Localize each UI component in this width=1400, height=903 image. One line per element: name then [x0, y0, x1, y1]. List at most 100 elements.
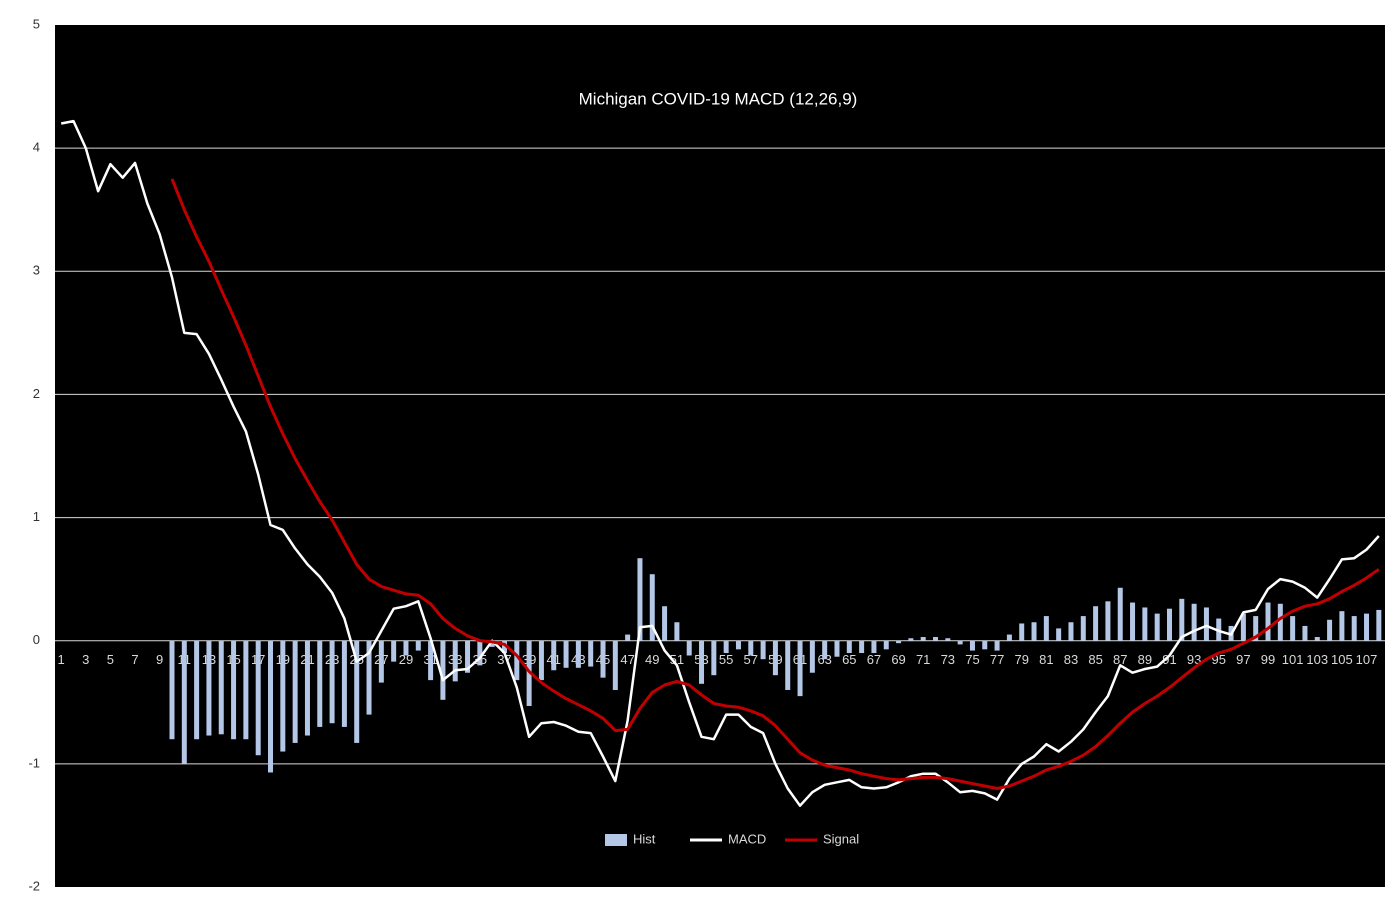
x-tick-label: 71 — [916, 652, 930, 667]
legend-label: Signal — [823, 831, 859, 846]
hist-bar — [822, 640, 828, 660]
hist-bar — [982, 640, 988, 650]
x-tick-label: 81 — [1039, 652, 1053, 667]
hist-bar — [243, 640, 249, 740]
hist-bar — [760, 640, 766, 660]
hist-bar — [1105, 601, 1111, 641]
x-tick-label: 67 — [867, 652, 881, 667]
hist-bar — [169, 640, 175, 740]
hist-bar — [674, 622, 680, 641]
hist-bar — [563, 640, 569, 668]
hist-bar — [1327, 619, 1333, 641]
hist-bar — [1093, 606, 1099, 641]
y-tick-label: -1 — [28, 755, 40, 770]
hist-bar — [809, 640, 815, 673]
x-tick-label: 69 — [891, 652, 905, 667]
hist-bar — [1117, 587, 1123, 641]
hist-bar — [662, 606, 668, 641]
hist-bar — [883, 640, 889, 650]
hist-bar — [1154, 613, 1160, 641]
x-tick-label: 91 — [1162, 652, 1176, 667]
hist-bar — [1130, 602, 1136, 641]
y-tick-label: -2 — [28, 878, 40, 893]
hist-bar — [625, 634, 631, 641]
hist-bar — [588, 640, 594, 667]
hist-bar — [637, 558, 643, 641]
hist-bar — [1302, 625, 1308, 641]
x-tick-label: 77 — [990, 652, 1004, 667]
x-tick-label: 93 — [1187, 652, 1201, 667]
hist-bar — [206, 640, 212, 736]
hist-bar — [391, 640, 397, 662]
x-tick-label: 63 — [817, 652, 831, 667]
hist-bar — [268, 640, 274, 773]
x-tick-label: 83 — [1064, 652, 1078, 667]
hist-bar — [1068, 622, 1074, 641]
hist-bar — [735, 640, 741, 650]
hist-bar — [428, 640, 434, 681]
hist-bar — [1277, 603, 1283, 641]
hist-bar — [1080, 616, 1086, 641]
hist-bar — [218, 640, 224, 735]
x-tick-label: 99 — [1261, 652, 1275, 667]
x-tick-label: 75 — [965, 652, 979, 667]
hist-bar — [415, 640, 421, 651]
hist-bar — [896, 640, 902, 644]
hist-bar — [292, 640, 298, 743]
y-tick-label: 2 — [33, 386, 40, 401]
hist-bar — [440, 640, 446, 700]
hist-bar — [280, 640, 286, 752]
hist-bar — [969, 640, 975, 651]
x-tick-label: 103 — [1306, 652, 1328, 667]
hist-bar — [1339, 611, 1345, 641]
plot-area — [55, 25, 1385, 887]
hist-bar — [378, 640, 384, 683]
hist-bar — [797, 640, 803, 697]
hist-bar — [1019, 623, 1025, 641]
hist-bar — [1290, 616, 1296, 641]
hist-bar — [748, 640, 754, 656]
hist-bar — [994, 640, 1000, 651]
hist-bar — [1006, 634, 1012, 641]
hist-bar — [489, 640, 495, 647]
x-tick-label: 101 — [1282, 652, 1304, 667]
legend-label: MACD — [728, 831, 766, 846]
hist-bar — [859, 640, 865, 654]
hist-bar — [231, 640, 237, 740]
hist-bar — [194, 640, 200, 740]
chart-title: Michigan COVID-19 MACD (12,26,9) — [579, 89, 858, 108]
hist-bar — [551, 640, 557, 671]
hist-bar — [403, 640, 409, 656]
y-tick-label: 4 — [33, 140, 40, 155]
x-tick-label: 105 — [1331, 652, 1353, 667]
hist-bar — [957, 640, 963, 645]
hist-bar — [538, 640, 544, 681]
hist-bar — [1203, 607, 1209, 641]
legend-swatch — [605, 834, 627, 846]
macd-line — [60, 119, 1380, 807]
hist-bar — [255, 640, 261, 756]
hist-bar — [908, 638, 914, 641]
y-tick-label: 0 — [33, 632, 40, 647]
hist-bar — [181, 640, 187, 764]
x-tick-label: 87 — [1113, 652, 1127, 667]
hist-bar — [1142, 607, 1148, 641]
hist-bar — [1240, 613, 1246, 641]
y-tick-label: 3 — [33, 263, 40, 278]
x-tick-label: 47 — [620, 652, 634, 667]
hist-bar — [1056, 628, 1062, 641]
x-tick-label: 3 — [82, 652, 89, 667]
x-tick-label: 51 — [670, 652, 684, 667]
hist-bar — [1031, 622, 1037, 641]
y-tick-label: 1 — [33, 509, 40, 524]
x-tick-label: 1 — [58, 652, 65, 667]
x-tick-label: 55 — [719, 652, 733, 667]
hist-bar — [1191, 603, 1197, 641]
x-tick-label: 73 — [941, 652, 955, 667]
x-tick-label: 5 — [107, 652, 114, 667]
hist-bar — [465, 640, 471, 673]
hist-bar — [600, 640, 606, 678]
hist-bar — [329, 640, 335, 724]
hist-bar — [846, 640, 852, 654]
